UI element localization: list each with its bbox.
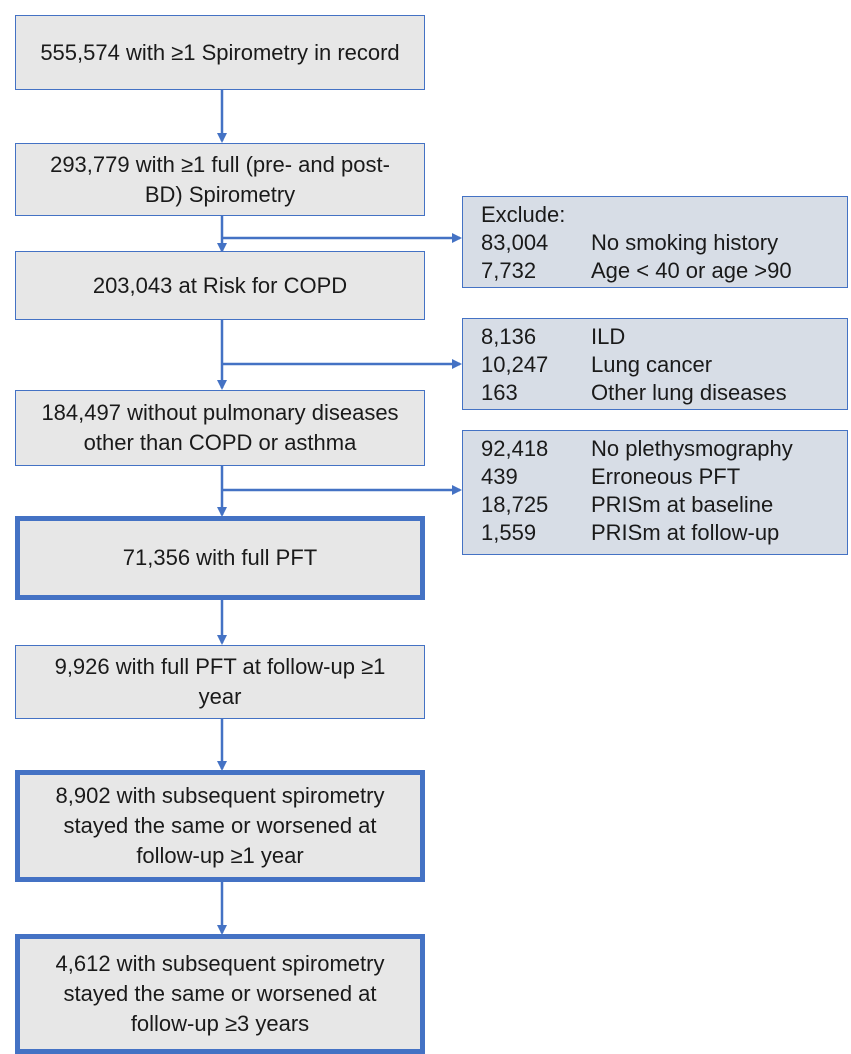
exclusion-row: 18,725 PRISm at baseline: [481, 491, 847, 519]
exclusion-reason: Other lung diseases: [591, 380, 787, 405]
flow-box: 8,902 with subsequent spirometry stayed …: [15, 770, 425, 882]
flow-box: 71,356 with full PFT: [15, 516, 425, 600]
exclusion-count: 439: [481, 464, 518, 489]
exclusion-row: 163 Other lung diseases: [481, 379, 847, 407]
exclusion-count: 7,732: [481, 258, 537, 283]
exclusion-count: 18,725: [481, 492, 549, 517]
exclusion-reason: PRISm at baseline: [591, 492, 774, 517]
exclusion-count: 8,136: [481, 324, 537, 349]
exclusion-count: 10,247: [481, 352, 549, 377]
exclusion-row: 10,247 Lung cancer: [481, 351, 847, 379]
exclusion-reason: No plethysmography: [591, 436, 793, 461]
exclusion-count: 83,004: [481, 230, 549, 255]
exclusion-box: Exclude: 83,004 No smoking history 7,732 Age…: [462, 196, 848, 288]
exclusion-row: 8,136 ILD: [481, 323, 847, 351]
exclusion-title: Exclude:: [481, 202, 566, 227]
flow-box: 9,926 with full PFT at follow-up ≥1 year: [15, 645, 425, 719]
exclusion-row: 1,559 PRISm at follow-up: [481, 519, 847, 547]
exclusion-reason: Lung cancer: [591, 352, 713, 377]
exclusion-reason: PRISm at follow-up: [591, 520, 780, 545]
flow-box: 293,779 with ≥1 full (pre- and post-BD) …: [15, 143, 425, 216]
exclusion-reason: Erroneous PFT: [591, 464, 741, 489]
exclusion-reason: Age < 40 or age >90: [591, 258, 792, 283]
exclusion-count: 163: [481, 380, 518, 405]
flow-box: 203,043 at Risk for COPD: [15, 251, 425, 320]
flow-box: 555,574 with ≥1 Spirometry in record: [15, 15, 425, 90]
exclusion-row: 83,004 No smoking history: [481, 229, 847, 257]
flow-box: 184,497 without pulmonary diseases other…: [15, 390, 425, 466]
exclusion-row: 7,732 Age < 40 or age >90: [481, 257, 847, 285]
exclusion-count: 1,559: [481, 520, 537, 545]
exclusion-count: 92,418: [481, 436, 549, 461]
exclusion-row: 439 Erroneous PFT: [481, 463, 847, 491]
flow-box: 4,612 with subsequent spirometry stayed …: [15, 934, 425, 1054]
exclusion-reason: ILD: [591, 324, 626, 349]
exclusion-reason: No smoking history: [591, 230, 779, 255]
exclusion-box: 8,136 ILD 10,247 Lung cancer 163 Other lung d…: [462, 318, 848, 410]
exclusion-box: 92,418 No plethysmography 439 Erroneous PFT…: [462, 430, 848, 555]
exclusion-row: 92,418 No plethysmography: [481, 435, 847, 463]
